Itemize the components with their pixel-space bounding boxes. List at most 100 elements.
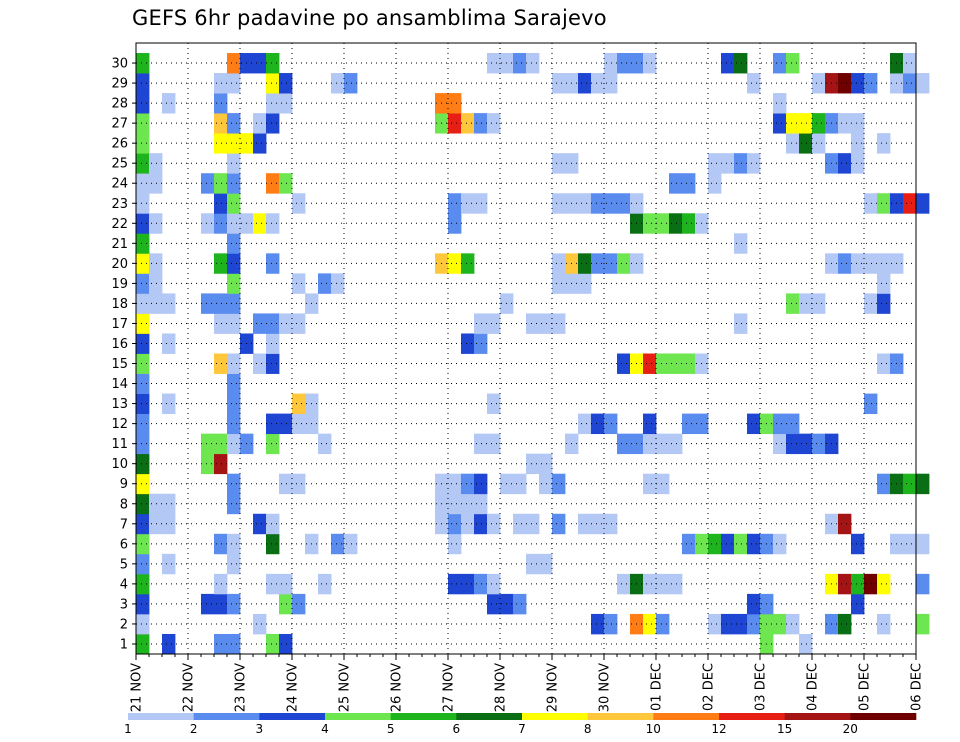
heatmap-cell	[903, 53, 917, 74]
heatmap-cell	[487, 573, 501, 595]
heatmap-cell	[461, 193, 475, 214]
heatmap-cell	[552, 253, 566, 274]
heatmap-cell	[149, 253, 163, 274]
heatmap-cell	[448, 493, 462, 515]
heatmap-cell	[799, 293, 813, 314]
heatmap-cell	[136, 333, 150, 354]
heatmap-cell	[227, 533, 241, 555]
heatmap-cell	[773, 413, 787, 435]
heatmap-cell	[292, 273, 306, 294]
heatmap-cell	[773, 533, 787, 555]
x-tick-label: 21 NOV	[130, 663, 145, 712]
heatmap-cell	[474, 513, 488, 535]
heatmap-cell	[279, 173, 293, 194]
heatmap-cell	[253, 313, 267, 334]
heatmap-cell	[136, 293, 150, 314]
heatmap-cell	[903, 473, 917, 495]
heatmap-cell	[708, 153, 722, 174]
x-tick-label: 26 NOV	[390, 663, 405, 712]
heatmap-cell	[266, 533, 280, 555]
heatmap-cell	[227, 413, 241, 435]
heatmap-cell	[318, 433, 332, 455]
x-tick-label: 03 DEC	[754, 663, 769, 711]
heatmap-cell	[448, 533, 462, 555]
heatmap-cell	[851, 73, 865, 94]
heatmap-cell	[201, 173, 215, 194]
heatmap-cell	[799, 433, 813, 455]
heatmap-cell	[344, 533, 358, 555]
heatmap-cell	[734, 53, 748, 74]
heatmap-cell	[877, 613, 891, 635]
heatmap-cell	[578, 253, 592, 274]
heatmap-cell	[227, 173, 241, 194]
y-tick-label: 7	[120, 517, 128, 532]
y-tick-label: 30	[111, 57, 128, 72]
heatmap-cell	[487, 593, 501, 615]
heatmap-cell	[162, 293, 176, 314]
heatmap-cell	[266, 353, 280, 374]
heatmap-cell	[461, 573, 475, 595]
heatmap-cell	[487, 113, 501, 134]
heatmap-cell	[578, 513, 592, 535]
heatmap-cell	[279, 73, 293, 94]
heatmap-cell	[747, 593, 761, 615]
heatmap-cell	[851, 573, 865, 595]
heatmap-cell	[214, 73, 228, 94]
y-tick-label: 8	[120, 497, 128, 512]
y-tick-label: 3	[120, 597, 128, 612]
heatmap-cell	[253, 613, 267, 635]
heatmap-cell	[669, 213, 683, 234]
heatmap-cell	[162, 393, 176, 414]
heatmap-cell	[266, 513, 280, 535]
heatmap-cell	[136, 313, 150, 334]
heatmap-cell	[227, 253, 241, 274]
colorbar-label: 10	[646, 722, 661, 736]
heatmap-cell	[552, 473, 566, 495]
heatmap-cell	[214, 533, 228, 555]
heatmap-cell	[552, 313, 566, 334]
heatmap-cell	[227, 313, 241, 334]
heatmap-cell	[747, 153, 761, 174]
heatmap-cell	[136, 573, 150, 595]
heatmap-cell	[877, 473, 891, 495]
heatmap-cell	[266, 53, 280, 74]
heatmap-cell	[539, 453, 553, 475]
colorbar-label: 5	[387, 722, 395, 736]
heatmap-cell	[903, 193, 917, 214]
heatmap-cell	[643, 573, 657, 595]
heatmap-cell	[773, 93, 787, 114]
heatmap-cell	[448, 213, 462, 234]
heatmap-cell	[734, 313, 748, 334]
heatmap-cell	[279, 413, 293, 435]
y-tick-label: 10	[111, 457, 128, 472]
heatmap-cell	[474, 433, 488, 455]
heatmap-cell	[773, 113, 787, 134]
heatmap-cell	[136, 493, 150, 515]
heatmap-cell	[851, 153, 865, 174]
heatmap-cell	[266, 93, 280, 114]
heatmap-cell	[214, 293, 228, 314]
heatmap-cell	[708, 173, 722, 194]
chart-title: GEFS 6hr padavine po ansamblima Sarajevo	[132, 6, 607, 30]
heatmap-cell	[292, 193, 306, 214]
heatmap-cell	[708, 533, 722, 555]
y-tick-label: 20	[111, 257, 128, 272]
heatmap-cell	[851, 593, 865, 615]
colorbar-swatch	[850, 713, 917, 720]
heatmap-cell	[864, 293, 878, 314]
heatmap-cell	[201, 433, 215, 455]
heatmap-cell	[539, 473, 553, 495]
heatmap-cell	[136, 213, 150, 234]
heatmap-cell	[136, 633, 150, 655]
heatmap-cell	[877, 253, 891, 274]
heatmap-cell	[136, 533, 150, 555]
heatmap-cell	[604, 413, 618, 435]
heatmap-cell	[877, 133, 891, 154]
heatmap-cell	[136, 53, 150, 74]
heatmap-cell	[214, 573, 228, 595]
heatmap-cell	[149, 493, 163, 515]
heatmap-cell	[526, 313, 540, 334]
heatmap-cell	[227, 633, 241, 655]
heatmap-cell	[747, 413, 761, 435]
heatmap-cell	[812, 293, 826, 314]
